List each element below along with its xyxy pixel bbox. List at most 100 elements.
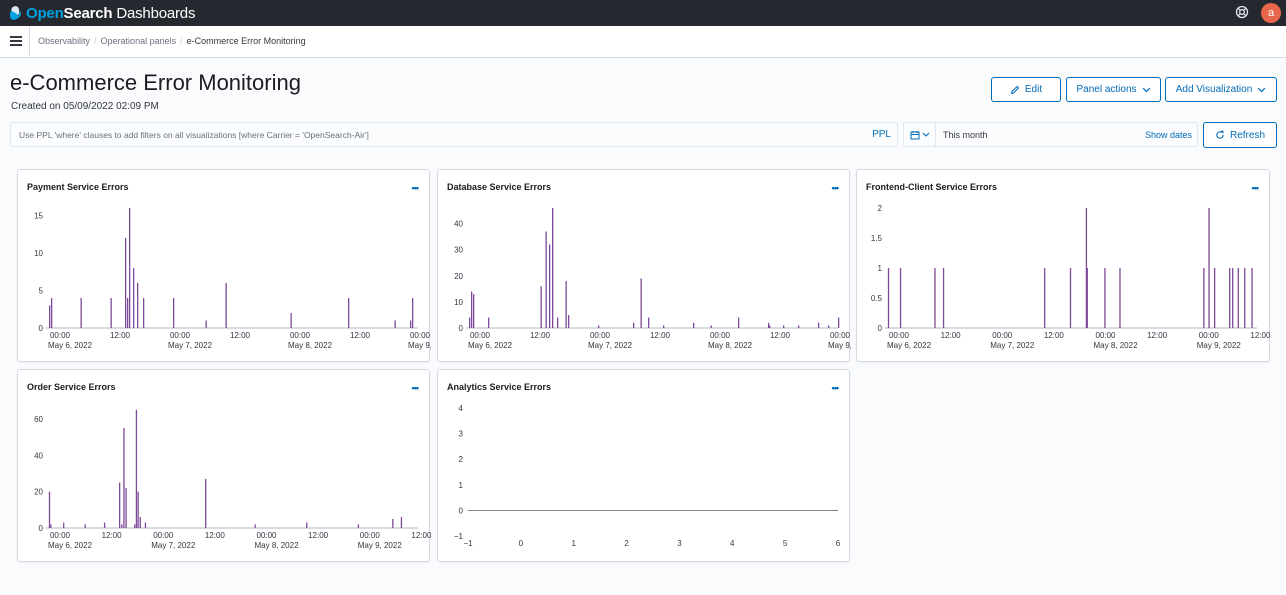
help-icon[interactable] [1235,5,1249,19]
chart-bar [818,322,820,328]
opensearch-logo-icon [9,6,22,20]
chevron-down-icon [1257,87,1266,92]
chart-bar [693,322,695,328]
chart-bar [254,524,256,528]
chart-bar [545,231,547,328]
x-tick-label: 12:00 [110,331,131,340]
chart-bar [84,524,86,528]
chart-bar [143,298,145,328]
ppl-query-input[interactable]: Use PPL 'where' clauses to add filters o… [10,122,898,147]
x-tick-label: 3 [677,539,682,548]
y-tick-label: 0 [878,324,883,333]
brand-open: Open [26,4,64,22]
chart-bar [394,320,396,328]
breadcrumb-observability[interactable]: Observability [38,36,91,46]
quick-select-button[interactable] [904,123,936,146]
chart-bar [768,322,770,328]
panel-menu-icon[interactable]: ••• [411,383,420,393]
chart-bar [471,291,473,328]
x-tick-label: 5 [783,539,788,548]
chart-bar [123,428,125,528]
chart-bar [798,325,800,328]
x-tick-label: 00:00 [992,331,1013,340]
x-date-label: May 9, 2022 [408,341,431,350]
chevron-down-icon [1142,87,1150,92]
panel-menu-icon[interactable]: ••• [831,183,840,193]
x-tick-label: 00:00 [889,331,910,340]
x-date-label: May 7, 2022 [990,341,1035,350]
chart-bar [50,524,52,528]
date-picker[interactable]: This month Show dates [903,122,1198,147]
edit-button[interactable]: Edit [991,77,1061,102]
top-header: OpenSearch Dashboards a [0,0,1286,26]
panel-menu-icon[interactable]: ••• [1251,183,1260,193]
chart-bar [1203,268,1205,328]
refresh-button[interactable]: Refresh [1203,122,1277,148]
x-tick-label: 00:00 [410,331,431,340]
panel-menu-icon[interactable]: ••• [831,383,840,393]
chart-bar [1069,268,1072,328]
panel-actions-button[interactable]: Panel actions [1066,77,1161,102]
x-tick-label: 00:00 [50,331,71,340]
chart-bar [357,524,360,528]
x-date-label: May 9, 2022 [358,541,403,550]
x-date-label: May 6, 2022 [48,341,93,350]
show-dates-link[interactable]: Show dates [1144,130,1192,140]
chart-bar [942,268,945,328]
x-tick-label: 12:00 [230,331,251,340]
x-tick-label: 1 [571,539,576,548]
x-date-label: May 7, 2022 [588,341,633,350]
brand-search: Search [63,4,113,22]
panel-order-service-errors: 0 20 40 60 00:00 12:00 00:00 12:00 00:00 12:00 00:… [17,369,431,562]
y-tick-label: 0.5 [871,294,883,303]
x-tick-label: 12:00 [102,531,123,540]
x-tick-label: 00:00 [360,531,381,540]
chart-bar [1104,268,1106,328]
hamburger-menu-icon[interactable] [10,36,22,46]
chart-bar [1213,268,1216,328]
panel-frontend-client-service-errors: 0 0.5 1 1.5 2 00:00 12:00 00:00 12:00 00:00 12:00 0… [856,169,1271,362]
chart-bar [1229,268,1231,328]
chart-bar [118,482,121,528]
chart-bar [1251,268,1253,328]
y-tick-label: 40 [34,451,43,460]
y-tick-label: 10 [454,298,463,307]
chart-bar [1244,268,1246,328]
chart-bar [557,317,559,328]
panel-payment-service-errors: 0 5 10 15 00:00 12:00 00:00 12:00 00:00 12:00 00:0… [17,169,431,362]
breadcrumb-operational-panels[interactable]: Operational panels [100,36,177,46]
breadcrumb-bar: Observability / Operational panels / e-Comme… [0,26,1286,58]
y-tick-label: 0 [459,506,464,515]
chart-bar [290,313,292,328]
panel-title: Order Service Errors [27,382,116,392]
x-tick-label: 4 [730,539,735,548]
opensearch-logo[interactable]: OpenSearch Dashboards [8,3,195,23]
x-date-label: May 8, 2022 [288,341,333,350]
chart-bar [769,325,771,328]
ppl-language-button[interactable]: PPL [872,129,891,140]
chart-bar [738,317,740,328]
y-tick-label: 20 [454,272,463,281]
add-visualization-label: Add Visualization [1175,84,1253,95]
chart-bar [348,298,350,328]
x-date-label: May 6, 2022 [468,341,513,350]
chart-bar [412,298,414,328]
y-tick-label: 40 [454,220,463,229]
edit-button-label: Edit [1024,84,1043,95]
y-tick-label: 15 [34,212,43,221]
panel-title: Frontend-Client Service Errors [866,182,998,192]
panel-actions-label: Panel actions [1076,84,1137,95]
x-date-label: May 6, 2022 [887,341,932,350]
chart-frontend-client-service-errors: 0 0.5 1 1.5 2 00:00 12:00 00:00 12:00 00:00 12:00 0… [871,204,1271,350]
page-title: e-Commerce Error Monitoring [10,70,301,95]
user-avatar[interactable]: a [1261,3,1281,23]
panel-title: Payment Service Errors [27,182,129,192]
panel-menu-icon[interactable]: ••• [411,183,420,193]
x-tick-label: 00:00 [590,331,611,340]
add-visualization-button[interactable]: Add Visualization [1165,77,1277,102]
chart-bar [129,208,131,328]
x-tick-label: 00:00 [1199,331,1220,340]
chevron-down-icon [922,132,929,137]
x-tick-label: 12:00 [1147,331,1168,340]
created-date: Created on 05/09/2022 02:09 PM [11,101,159,112]
